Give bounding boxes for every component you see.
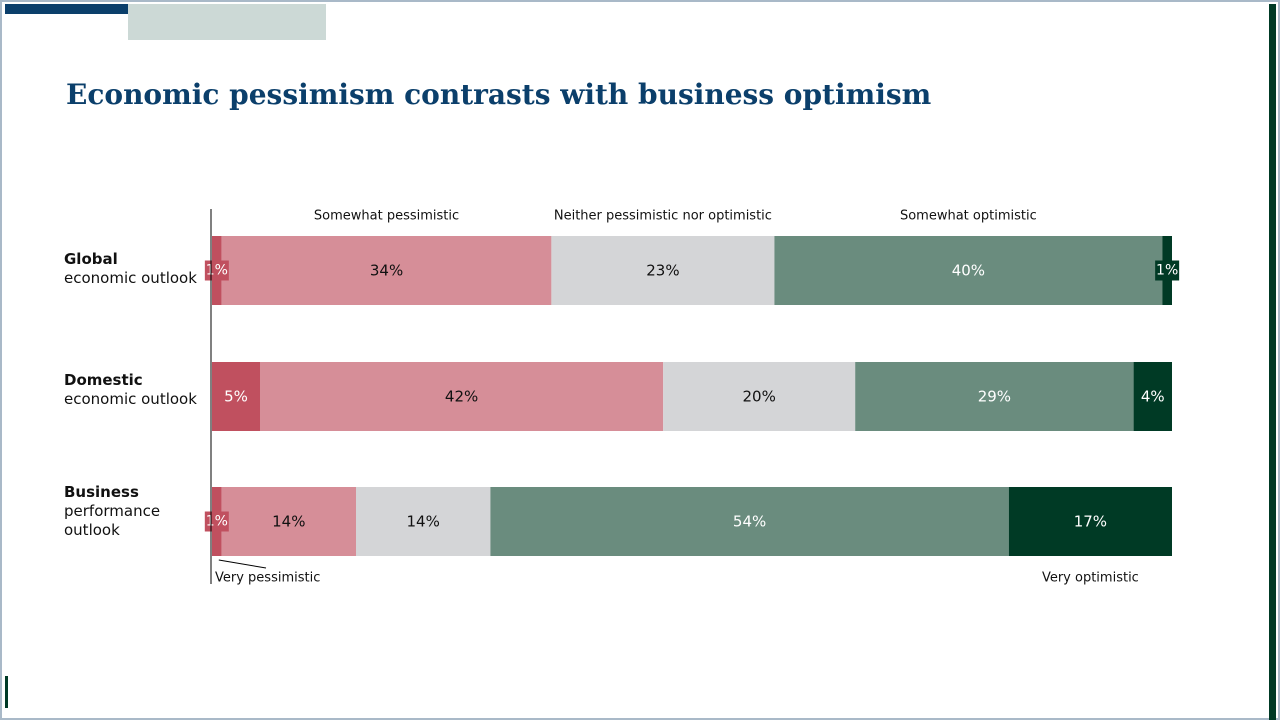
data-label: 14%: [407, 513, 440, 531]
top-accent-bar: [5, 4, 238, 14]
row-label-business: Business performance outlook: [64, 483, 160, 540]
data-label: 14%: [272, 513, 305, 531]
row-label-line: economic outlook: [64, 269, 197, 287]
data-label-box: [1155, 260, 1180, 281]
data-label: 23%: [646, 262, 679, 280]
row-label-bold: Global: [64, 250, 118, 268]
bar-segment: [855, 362, 1134, 431]
row-label-domestic: Domestic economic outlook: [64, 371, 197, 409]
data-label: 20%: [743, 388, 776, 406]
bar-segment: [663, 362, 856, 431]
data-label: 4%: [1141, 388, 1165, 406]
row-label-global: Global economic outlook: [64, 250, 197, 288]
bar-segment: [221, 487, 356, 556]
data-label: 34%: [370, 262, 403, 280]
data-label: 1%: [206, 514, 228, 530]
bar-segment: [1008, 487, 1172, 556]
bar-segment: [1133, 362, 1172, 431]
bar-segment: [774, 236, 1163, 305]
legend-label: Somewhat optimistic: [900, 209, 1037, 224]
bar-segment: [260, 362, 664, 431]
top-accent-block: [128, 4, 326, 40]
legend-label: Very optimistic: [1042, 571, 1139, 586]
row-label-bold: Business: [64, 483, 139, 501]
slide-title: Economic pessimism contrasts with busine…: [66, 78, 932, 111]
right-accent-stripe: [1269, 4, 1276, 720]
data-label: 40%: [952, 262, 985, 280]
legend-label: Very pessimistic: [215, 571, 320, 586]
left-accent-tick: [5, 676, 8, 708]
row-label-line: outlook: [64, 521, 120, 539]
data-label: 42%: [445, 388, 478, 406]
bar-segment: [212, 362, 260, 431]
data-label: 1%: [206, 263, 228, 279]
data-label: 5%: [224, 388, 248, 406]
row-label-line: economic outlook: [64, 390, 197, 408]
bar-segment: [356, 487, 491, 556]
legend-label: Neither pessimistic nor optimistic: [554, 209, 772, 224]
leader-line: [218, 559, 267, 569]
row-label-bold: Domestic: [64, 371, 143, 389]
legend-label: Somewhat pessimistic: [314, 209, 459, 224]
data-label: 54%: [733, 513, 766, 531]
row-label-line: performance: [64, 502, 161, 520]
bar-segment: [551, 236, 775, 305]
data-label: 29%: [978, 388, 1011, 406]
bar-segment: [221, 236, 552, 305]
data-label: 17%: [1074, 513, 1107, 531]
bar-segment: [490, 487, 1009, 556]
data-label: 1%: [1156, 263, 1178, 279]
